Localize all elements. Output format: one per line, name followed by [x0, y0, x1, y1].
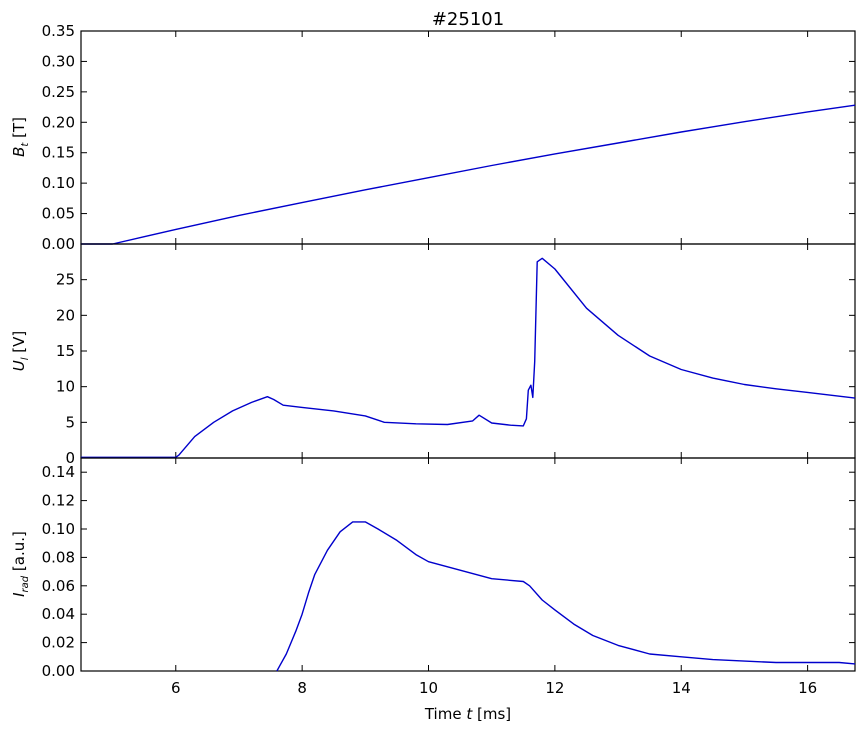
- x-tick-label: 12: [545, 679, 564, 697]
- y-tick-label-bottom: 0.10: [42, 520, 75, 538]
- plot-frame-middle: [80, 243, 856, 459]
- x-axis-label-var: t: [466, 705, 473, 723]
- chart-title: #25101: [432, 9, 504, 30]
- y-axis-label-bt-unit: [T]: [10, 117, 28, 143]
- panel-bt: 0.00 0.05 0.10 0.15 0.20 0.25 0.30 0.35: [42, 22, 856, 253]
- x-axis-label-unit: [ms]: [472, 705, 511, 723]
- y-tick-label-bottom: 0.12: [42, 492, 75, 510]
- series-line-middle: [81, 257, 856, 458]
- series-line-bottom: [276, 521, 856, 672]
- panel-irad: 0.00 0.02 0.04 0.06 0.08 0.10 0.12 0.14 6 8 10 12 14…: [42, 457, 856, 697]
- y-axis-label-bt-var: B: [10, 147, 28, 157]
- y-axis-label-irad-unit: [a.u.]: [10, 531, 28, 576]
- y-tick-label-bottom: 0.14: [42, 463, 75, 481]
- series-line-top: [81, 104, 856, 245]
- y-tick-label-middle: 10: [56, 378, 75, 396]
- y-axis-label-ul: Ul [V]: [10, 331, 31, 372]
- y-axis-label-irad-var: I: [10, 592, 28, 597]
- y-tick-label-middle: 15: [56, 342, 75, 360]
- x-tick-label: 16: [798, 679, 817, 697]
- x-axis-label-main: Time: [424, 705, 466, 723]
- plot-frame-bottom: [80, 457, 856, 672]
- y-tick-label-top: 0.25: [42, 83, 75, 101]
- y-tick-label-bottom: 0.02: [42, 634, 75, 652]
- y-tick-label-bottom: 0.06: [42, 577, 75, 595]
- y-tick-label-middle: 0: [65, 449, 75, 467]
- y-axis-label-ul-unit: [V]: [10, 331, 28, 358]
- y-tick-label-top: 0.30: [42, 52, 75, 70]
- y-tick-label-bottom: 0.04: [42, 605, 75, 623]
- y-axis-label-irad-sub: rad: [20, 575, 31, 592]
- x-tick-label: 8: [297, 679, 307, 697]
- x-tick-label: 14: [672, 679, 691, 697]
- y-axis-label-bt-sub: t: [20, 142, 31, 147]
- y-tick-label-middle: 5: [65, 413, 75, 431]
- y-tick-label-bottom: 0.00: [42, 662, 75, 680]
- y-axis-label-ul-sub: l: [20, 357, 31, 360]
- y-tick-label-top: 0.10: [42, 174, 75, 192]
- y-axis-label-irad: Irad [a.u.]: [10, 531, 31, 597]
- x-tick-label: 10: [419, 679, 438, 697]
- y-tick-label-top: 0.35: [42, 22, 75, 40]
- plot-frame-top: [80, 30, 856, 245]
- panel-ul: 0 5 10 15 20 25: [56, 243, 856, 467]
- y-tick-label-top: 0.05: [42, 205, 75, 223]
- y-tick-label-bottom: 0.08: [42, 548, 75, 566]
- x-axis-label: Time t [ms]: [424, 705, 511, 723]
- y-tick-label-middle: 20: [56, 306, 75, 324]
- x-tick-label: 6: [171, 679, 181, 697]
- y-tick-label-top: 0.15: [42, 144, 75, 162]
- y-tick-label-top: 0.00: [42, 235, 75, 253]
- y-tick-label-middle: 25: [56, 271, 75, 289]
- y-axis-label-bt: Bt [T]: [10, 117, 31, 157]
- y-tick-label-top: 0.20: [42, 113, 75, 131]
- y-axis-label-ul-var: U: [10, 360, 28, 371]
